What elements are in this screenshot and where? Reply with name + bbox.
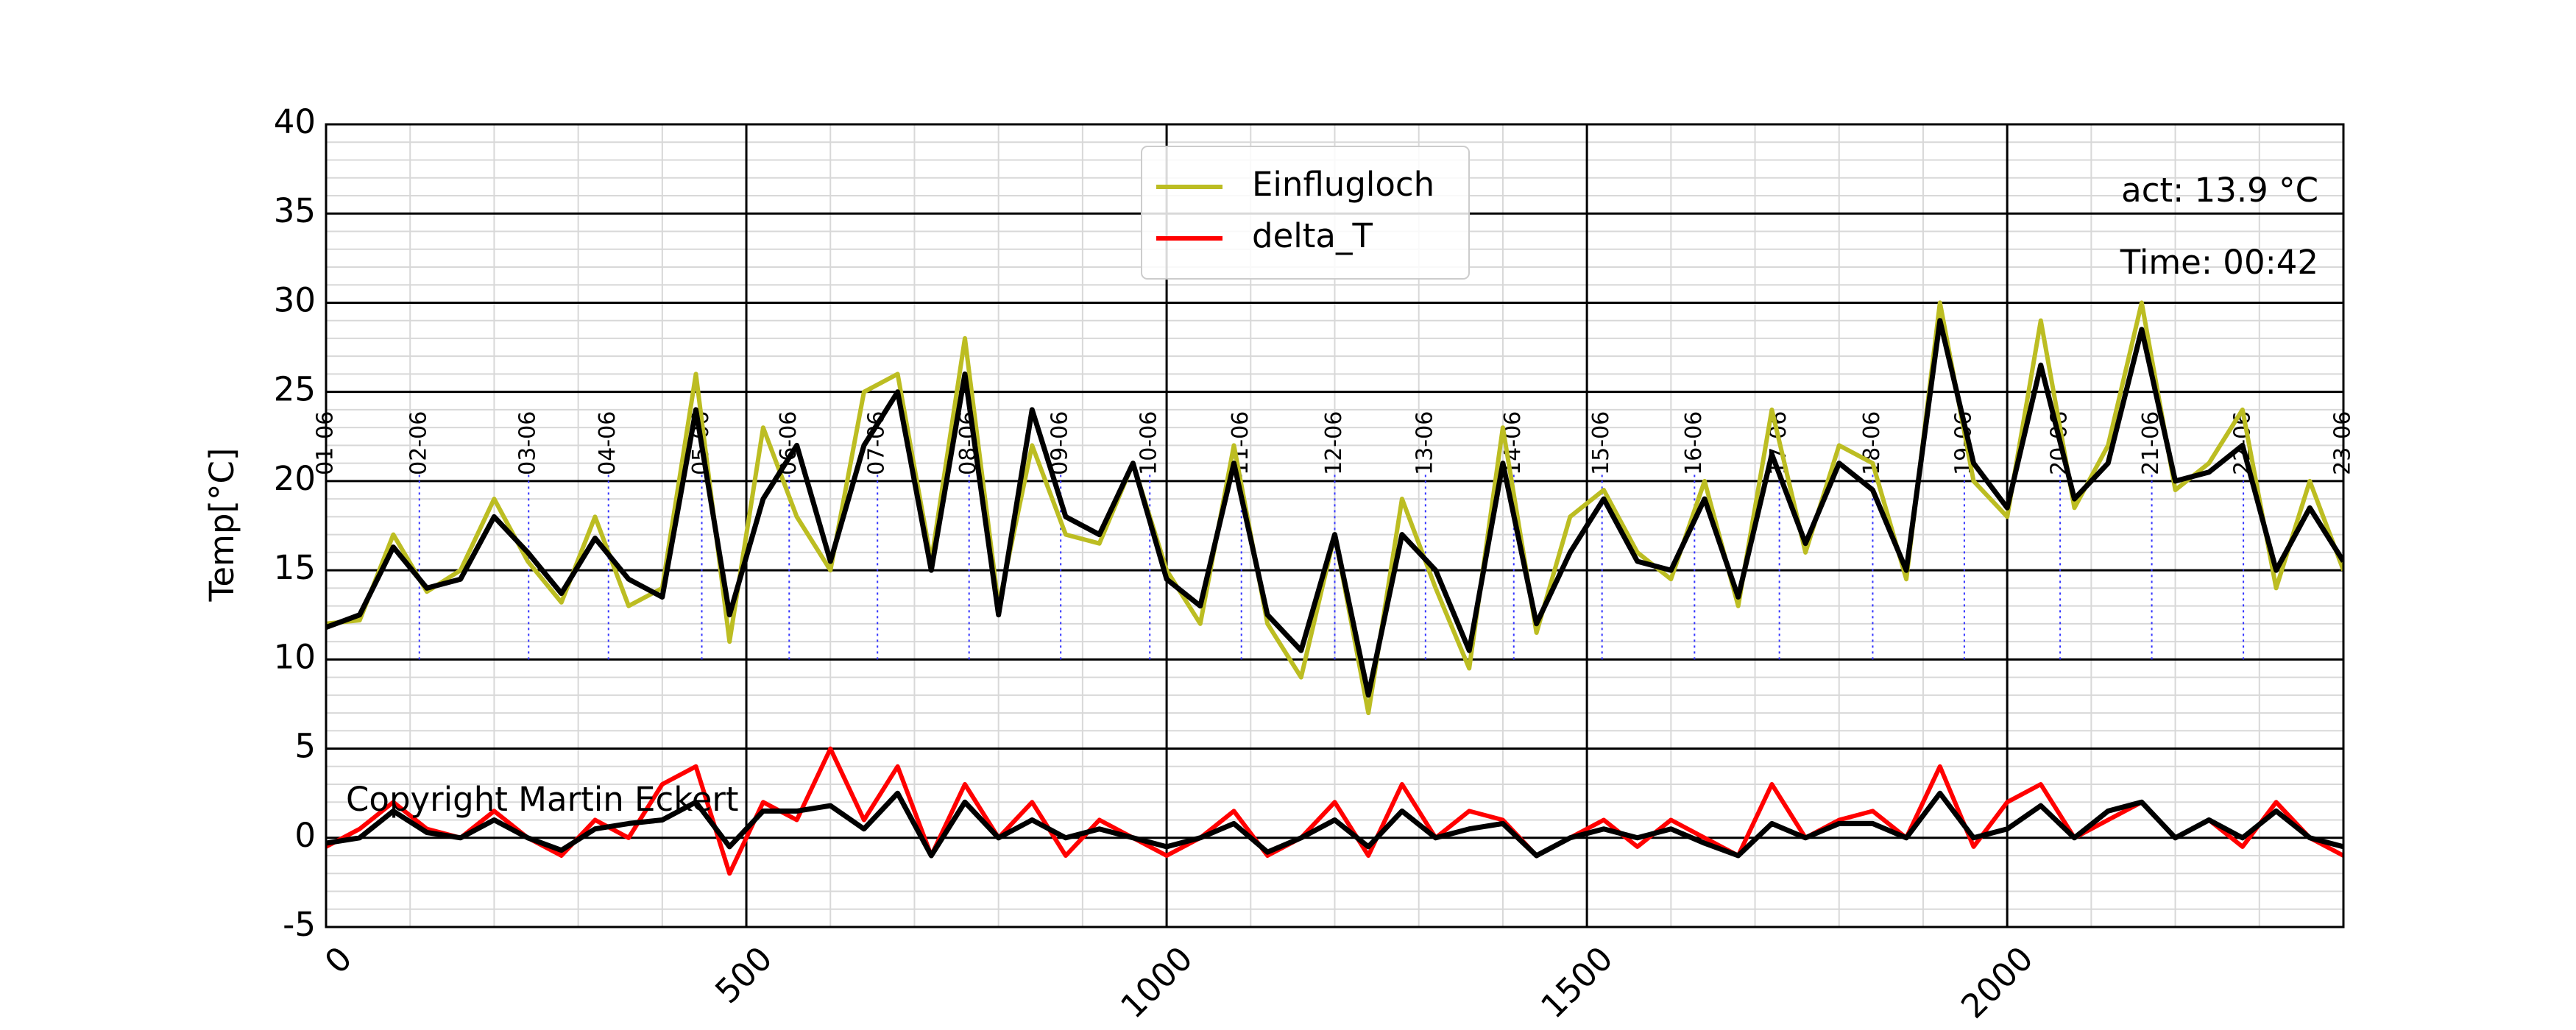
- day-label: 16-06: [1681, 411, 1707, 475]
- annotation: Copyright Martin Eckert: [346, 780, 739, 819]
- day-label: 10-06: [1136, 411, 1162, 475]
- y-tick-label: -5: [283, 905, 316, 944]
- legend-label: delta_T: [1252, 216, 1373, 255]
- day-label: 12-06: [1321, 411, 1347, 475]
- legend-label: Einflugloch: [1252, 165, 1434, 204]
- y-tick-label: 40: [274, 102, 316, 141]
- y-tick-label: 20: [274, 459, 316, 498]
- series-line: [326, 790, 2343, 859]
- day-label: 02-06: [406, 411, 431, 475]
- y-tick-label: 30: [274, 280, 316, 319]
- y-tick-label: 0: [294, 816, 316, 855]
- y-tick-label: 25: [274, 370, 316, 409]
- y-axis-label: Temp[°C]: [202, 448, 241, 603]
- y-tick-label: 5: [294, 727, 316, 766]
- series-line: [326, 318, 2343, 698]
- y-tick-label: 35: [274, 191, 316, 230]
- series-line: [326, 746, 2343, 876]
- legend-box: [1141, 146, 1470, 280]
- y-tick-label: 10: [274, 637, 316, 676]
- day-label: 04-06: [595, 411, 620, 475]
- annotation: Time: 00:42: [2120, 243, 2318, 282]
- day-label: 03-06: [515, 411, 541, 475]
- day-label: 15-06: [1588, 411, 1614, 475]
- annotation: act: 13.9 °C: [2121, 171, 2318, 210]
- day-label: 13-06: [1412, 411, 1437, 475]
- y-tick-label: 15: [274, 548, 316, 587]
- plot-frame: [325, 123, 2345, 928]
